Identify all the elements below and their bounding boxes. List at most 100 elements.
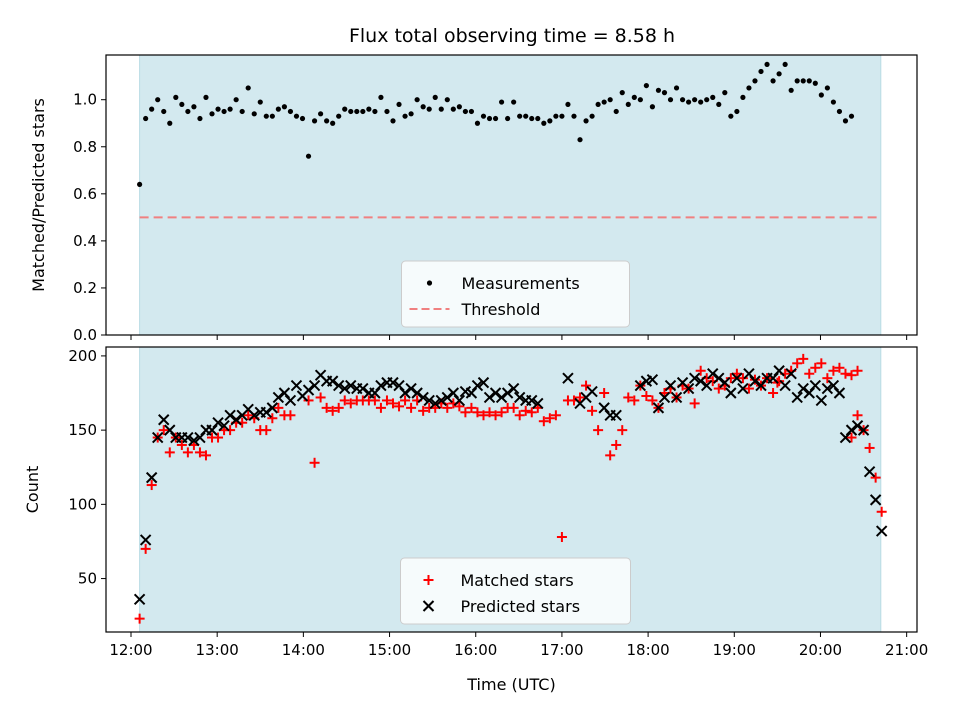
measurement-point (221, 108, 227, 115)
measurement-point (601, 99, 607, 105)
measurement-point (631, 94, 637, 100)
measurement-point (444, 97, 450, 103)
predicted-star-d2 (682, 382, 695, 395)
predicted-star-d2 (857, 424, 870, 436)
measurement-point (752, 78, 758, 84)
predicted-star-point (652, 402, 665, 414)
predicted-star-d2 (188, 434, 200, 447)
measurement-point (426, 106, 432, 112)
measurement-point (414, 97, 420, 103)
legend-measurement-marker (426, 280, 433, 286)
matched-star-point (840, 368, 851, 379)
matched-star-point (345, 398, 356, 409)
matched-star-point (792, 358, 803, 369)
predicted-star-point (483, 391, 496, 404)
predicted-star-d2 (477, 376, 490, 389)
matched-star-point (176, 439, 187, 450)
predicted-star-d2 (453, 394, 466, 407)
top-plot: 0.0 0.2 0.4 0.6 0.8 1.0 Matched/Predicted star… (29, 54, 918, 344)
predicted-star-point (532, 397, 544, 410)
measurement-point (269, 113, 275, 119)
x-tick-label: 16:00 (454, 641, 497, 659)
matched-star-point (406, 402, 417, 413)
predicted-star-point (339, 382, 351, 395)
matched-star-point (816, 358, 827, 369)
x-axis-label: Time (UTC) (466, 675, 555, 694)
measurement-point (155, 97, 161, 103)
predicted-star-d2 (713, 372, 725, 384)
predicted-star-d2 (532, 397, 544, 410)
measurement-point (589, 113, 595, 119)
matched-star-point (544, 413, 555, 424)
measurement-point (643, 82, 649, 89)
predicted-star-point (664, 379, 677, 392)
predicted-star-point (658, 391, 671, 404)
predicted-star-d2 (417, 391, 429, 404)
predicted-star-d2 (701, 379, 713, 392)
matched-star-point (575, 392, 586, 403)
measurement-point (565, 101, 571, 108)
measurement-point (462, 108, 468, 115)
matched-star-point (508, 402, 519, 413)
measurement-point (511, 99, 517, 105)
matched-star-point (243, 410, 254, 421)
measurement-point (818, 92, 824, 98)
matched-star-point (490, 410, 501, 421)
predicted-star-point (224, 409, 236, 421)
predicted-star-d2 (797, 382, 809, 395)
measurement-point (655, 87, 662, 93)
measurement-point (324, 118, 330, 124)
predicted-star-d2 (248, 409, 260, 421)
predicted-star-point (302, 384, 315, 396)
measurement-point (372, 108, 378, 115)
predicted-star-point (821, 382, 834, 395)
matched-star-point (617, 425, 628, 436)
measurement-point (402, 113, 408, 119)
axes-frame (105, 54, 918, 336)
matched-star-point (321, 402, 332, 413)
matched-star-point (381, 395, 392, 406)
measurement-point (360, 108, 366, 115)
predicted-star-d2 (598, 402, 610, 414)
matched-star-point (164, 447, 175, 458)
predicted-star-point (332, 379, 345, 392)
measurement-point (179, 101, 185, 108)
matched-star-point (876, 506, 887, 517)
predicted-star-d2 (731, 372, 743, 384)
predicted-star-d2 (634, 379, 647, 392)
predicted-star-d2 (218, 419, 230, 432)
measurement-point (505, 115, 511, 122)
matched-star-point (641, 390, 652, 401)
predicted-star-d2 (815, 394, 828, 407)
measurement-point (704, 97, 710, 103)
predicted-star-point (737, 382, 749, 395)
measurement-point (535, 115, 541, 122)
matched-star-point (834, 362, 845, 373)
y-tick-label: 0.6 (73, 185, 97, 203)
matched-star-point (387, 398, 398, 409)
x-tick-label: 19:00 (713, 641, 756, 659)
predicted-star-point (797, 382, 809, 395)
predicted-star-d2 (212, 416, 224, 429)
predicted-star-point (725, 387, 737, 399)
predicted-star-d2 (423, 394, 435, 407)
predicted-star-d2 (429, 397, 441, 410)
predicted-star-point (158, 414, 170, 426)
measurement-point (311, 118, 318, 124)
matched-star-point (339, 395, 350, 406)
predicted-star-point (272, 391, 285, 404)
predicted-star-d2 (447, 387, 460, 399)
predicted-star-d2 (501, 387, 514, 399)
predicted-star-point (212, 416, 224, 429)
measurement-point (673, 85, 680, 91)
axes-frame (105, 346, 918, 633)
x-tick-label: 12:00 (109, 641, 152, 659)
measurement-point (830, 99, 837, 105)
measurement-point (553, 113, 559, 119)
predicted-star-point (308, 379, 321, 392)
predicted-star-d2 (604, 409, 616, 421)
y-axis-label: Matched/Predicted stars (29, 98, 48, 292)
measurement-point (661, 90, 668, 96)
predicted-star-d2 (507, 382, 520, 395)
